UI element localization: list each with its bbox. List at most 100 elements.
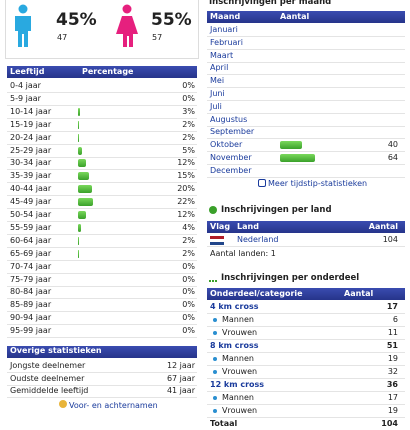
percentage-bar [78, 249, 80, 258]
percentage-label: 0% [182, 300, 195, 310]
age-label: 0-4 jaar [10, 81, 41, 90]
stat-label: Jongste deelnemer [10, 361, 86, 370]
percentage-label: 0% [182, 81, 195, 90]
category-label: Vrouwen [222, 328, 258, 337]
stat-value: 41 jaar [166, 386, 195, 395]
percentage-label: 15% [177, 171, 195, 181]
percentage-label: 0% [182, 274, 195, 284]
percentage-label: 0% [182, 313, 195, 323]
percentage-bar [78, 198, 94, 207]
table-row [7, 261, 197, 274]
stat-label: Oudste deelnemer [10, 373, 85, 383]
table-row [207, 50, 405, 63]
bullet [213, 409, 217, 413]
category-label: Mannen [222, 354, 254, 363]
table-row [207, 139, 405, 153]
month-label: Juni [210, 89, 225, 98]
table-row [207, 405, 405, 418]
table-row [207, 379, 405, 392]
percentage-label: 22% [177, 197, 195, 207]
month-label: Augustus [210, 114, 248, 124]
age-label: 60-64 jaar [10, 235, 52, 245]
count-label: 36 [386, 380, 398, 389]
header-cell: Leeftijd [10, 67, 45, 76]
event-label: 12 km cross [210, 380, 265, 389]
percentage-label: 3% [182, 106, 195, 116]
stat-value: 67 jaar [166, 373, 195, 383]
table-row [7, 235, 197, 248]
percentage-label: 5% [182, 145, 195, 155]
link[interactable]: Voor- en achternamen [69, 401, 158, 410]
age-label: 20-24 jaar [10, 132, 52, 142]
event-label: 4 km cross [210, 302, 259, 311]
table-row [7, 373, 197, 386]
count-bar [280, 141, 302, 150]
month-label: Januari [210, 25, 238, 34]
percentage-bar [78, 159, 87, 168]
section-title: Inschrijvingen per maand [209, 0, 332, 7]
table-row [7, 209, 197, 222]
percentage-bar [78, 107, 81, 116]
percentage-bar [78, 185, 92, 194]
age-label: 90-94 jaar [10, 313, 52, 323]
link-icon [258, 179, 266, 187]
month-label: Juli [210, 101, 222, 111]
table-row [207, 165, 405, 178]
header-cell: Vlag [210, 222, 231, 231]
category-label: Vrouwen [222, 406, 258, 415]
age-label: 15-19 jaar [10, 119, 52, 129]
month-label: September [210, 127, 255, 137]
table-row [7, 145, 197, 158]
table-row [207, 152, 405, 165]
bullet [213, 396, 217, 400]
header-cell: Percentage [82, 67, 134, 76]
age-label: 30-34 jaar [10, 158, 52, 168]
table-row [7, 222, 197, 235]
table-row [207, 101, 405, 114]
percentage-label: 0% [182, 93, 195, 103]
month-header [207, 11, 405, 23]
count-label: 51 [386, 341, 398, 350]
age-label: 95-99 jaar [10, 326, 52, 336]
percentage-bar [78, 172, 89, 181]
table-row [207, 24, 405, 37]
stat-value: 12 jaar [166, 361, 195, 370]
percentage-bar [78, 236, 80, 245]
percentage-label: 2% [182, 235, 195, 245]
age-label: 5-9 jaar [10, 93, 41, 103]
percentage-label: 12% [177, 210, 195, 219]
bullet [213, 370, 217, 374]
count-label: 64 [387, 153, 398, 162]
stat-label: Gemiddelde leeftijd [10, 386, 89, 395]
table-row [7, 132, 197, 145]
category-label: Mannen [222, 393, 254, 402]
header-cell: Maand [210, 12, 241, 21]
percentage-label: 0% [182, 261, 195, 271]
month-label: November [210, 153, 252, 162]
percentage-bar [78, 146, 82, 155]
link[interactable]: Meer tijdstip-statistieken [268, 179, 368, 188]
count-label: 32 [387, 367, 398, 376]
month-label: Maart [210, 50, 234, 60]
header-cell: Aantal [280, 12, 310, 21]
header-cell: Land [237, 222, 259, 231]
percentage-label: 2% [182, 248, 195, 258]
count-label: 17 [387, 393, 398, 402]
bullet [213, 318, 217, 322]
percentage-label: 20% [177, 184, 195, 194]
table-row [7, 157, 197, 171]
link-icon [59, 400, 67, 408]
table-row [207, 301, 405, 314]
table-row [7, 106, 197, 119]
month-label: Februari [210, 37, 243, 47]
bullet [213, 357, 217, 361]
month-label: Oktober [210, 140, 243, 150]
age-label: 85-89 jaar [10, 300, 52, 310]
table-row [7, 119, 197, 132]
age-label: 40-44 jaar [10, 184, 52, 194]
age-label: 75-79 jaar [10, 274, 52, 284]
month-label: December [210, 165, 252, 175]
bullet [213, 331, 217, 335]
table-row [7, 312, 197, 326]
age-label: 25-29 jaar [10, 145, 52, 155]
